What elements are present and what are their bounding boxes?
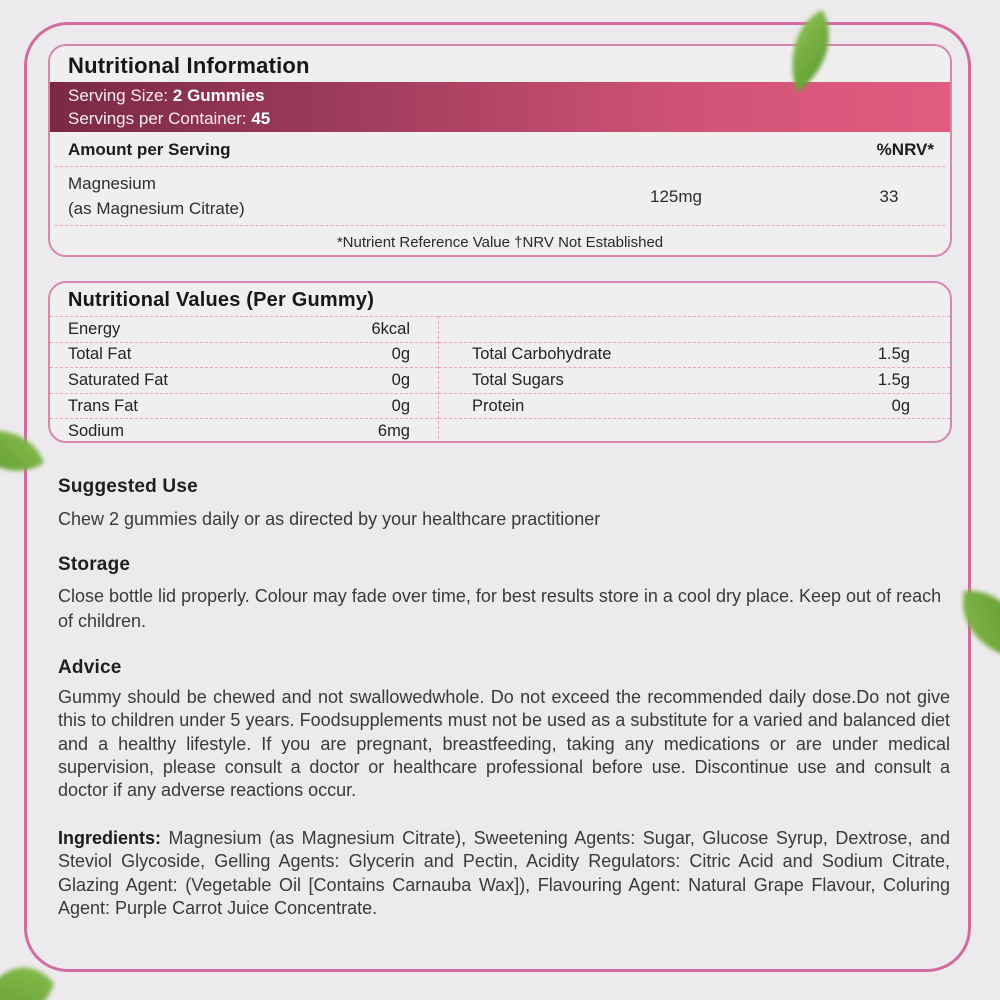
nutritional-values-title: Nutritional Values (Per Gummy) — [68, 289, 375, 311]
divider — [55, 225, 945, 226]
row-label: Total Sugars — [472, 370, 564, 389]
serving-size-line: Serving Size: 2 Gummies — [68, 84, 932, 107]
leaf-icon — [0, 401, 57, 496]
ingredients-heading: Ingredients: — [58, 828, 162, 848]
advice-heading: Advice — [58, 657, 122, 678]
ingredients-list: Magnesium (as Magnesium Citrate), Sweete… — [58, 828, 950, 918]
table-row — [439, 316, 950, 342]
leaf-icon — [932, 563, 1000, 689]
nutritional-information-title: Nutritional Information — [68, 53, 310, 78]
values-table-right-column: Total Carbohydrate 1.5g Total Sugars 1.5… — [439, 316, 950, 441]
ingredients-paragraph: Ingredients: Magnesium (as Magnesium Cit… — [58, 827, 950, 920]
nutritional-values-card: Nutritional Values (Per Gummy) Energy 6k… — [48, 281, 952, 443]
nutritional-values-table: Energy 6kcal Total Fat 0g Saturated Fat … — [50, 316, 950, 441]
row-label: Sodium — [68, 422, 124, 441]
servings-per-container-label: Servings per Container: — [68, 109, 252, 128]
serving-size-label: Serving Size: — [68, 86, 173, 105]
row-value: 0g — [391, 370, 410, 389]
table-row: Energy 6kcal — [50, 316, 438, 342]
nrv-header: %NRV* — [876, 140, 934, 159]
table-row: Sodium 6mg — [50, 418, 438, 441]
table-row: Saturated Fat 0g — [50, 367, 438, 393]
nutritional-information-card: Nutritional Information Serving Size: 2 … — [48, 44, 952, 257]
servings-per-container-value: 45 — [251, 109, 271, 128]
row-label: Saturated Fat — [68, 370, 168, 389]
row-label: Total Fat — [68, 345, 132, 364]
amount-per-serving-header: Amount per Serving — [68, 140, 231, 159]
nrv-footnote: *Nutrient Reference Value †NRV Not Estab… — [336, 234, 664, 251]
row-label: Trans Fat — [68, 396, 138, 415]
storage-heading: Storage — [58, 554, 131, 575]
leaf-icon — [0, 940, 63, 1000]
values-table-left-column: Energy 6kcal Total Fat 0g Saturated Fat … — [50, 316, 439, 441]
storage-body: Close bottle lid properly. Colour may fa… — [58, 586, 942, 631]
row-label: Protein — [472, 396, 525, 415]
row-value: 0g — [891, 396, 910, 415]
row-value: 1.5g — [877, 345, 910, 364]
amount-per-serving-header-row: Amount per Serving %NRV* — [50, 132, 950, 166]
servings-per-container-line: Servings per Container: 45 — [68, 107, 932, 130]
serving-size-banner: Serving Size: 2 Gummies Servings per Con… — [50, 82, 950, 132]
suggested-use-body: Chew 2 gummies daily or as directed by y… — [58, 509, 601, 529]
advice-body: Gummy should be chewed and not swallowed… — [58, 687, 950, 801]
row-value: 1.5g — [877, 370, 910, 389]
suggested-use-heading: Suggested Use — [58, 476, 198, 497]
row-label: Total Carbohydrate — [472, 345, 612, 364]
table-row: Protein 0g — [439, 392, 950, 419]
row-label: Energy — [68, 319, 121, 338]
table-row: Trans Fat 0g — [50, 392, 438, 419]
nutrient-name: Magnesium (as Magnesium Citrate) — [68, 171, 508, 221]
table-row: Total Fat 0g — [50, 341, 438, 368]
divider — [55, 166, 945, 167]
nutrient-nrv: 33 — [879, 186, 899, 206]
nutrient-name-main: Magnesium — [68, 174, 156, 193]
magnesium-row: Magnesium (as Magnesium Citrate) 125mg 3… — [50, 167, 950, 225]
row-value: 0g — [391, 396, 410, 415]
serving-size-value: 2 Gummies — [172, 86, 265, 105]
table-row — [439, 418, 950, 441]
row-value: 0g — [391, 345, 410, 364]
row-value: 6mg — [377, 422, 410, 441]
nutrient-name-sub: (as Magnesium Citrate) — [68, 199, 245, 218]
nutrient-amount: 125mg — [650, 186, 702, 206]
row-value: 6kcal — [371, 319, 410, 338]
table-row: Total Carbohydrate 1.5g — [439, 341, 950, 368]
leaf-icon — [766, 0, 853, 103]
table-row: Total Sugars 1.5g — [439, 367, 950, 393]
